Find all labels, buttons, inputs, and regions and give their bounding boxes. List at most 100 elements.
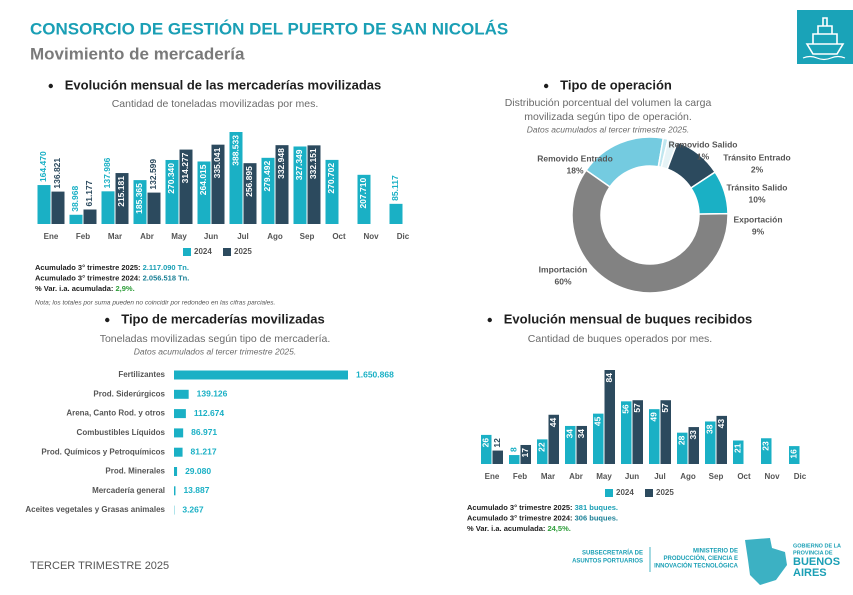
value-label: 57 — [660, 403, 670, 413]
x-tick-label: Oct — [332, 232, 346, 241]
x-tick-label: Jul — [237, 232, 249, 241]
summary-value: 306 buques. — [575, 513, 618, 522]
legend-label: 2025 — [656, 488, 674, 497]
page-title: CONSORCIO DE GESTIÓN DEL PUERTO DE SAN N… — [30, 19, 508, 38]
x-tick-label: Jun — [625, 472, 639, 481]
value-label: 38 — [705, 424, 715, 434]
x-tick-label: Dic — [397, 232, 410, 241]
bullet — [487, 317, 492, 323]
y-tick-label: Prod. Químicos y Petroquímicos — [41, 447, 165, 456]
bar — [174, 409, 186, 419]
bar — [174, 428, 184, 438]
bar — [576, 425, 587, 464]
summary-label: Acumulado 3° trimestre 2024: — [35, 273, 141, 282]
bar — [101, 191, 115, 224]
bar — [275, 145, 289, 224]
x-tick-label: Jun — [204, 232, 218, 241]
bar — [51, 191, 65, 224]
chart-title: Evolución mensual de buques recibidos — [504, 311, 753, 326]
bar — [261, 157, 275, 224]
y-tick-label: Combustibles Líquidos — [77, 428, 166, 437]
slice-label: Exportación — [733, 214, 782, 224]
bar — [174, 447, 183, 457]
logo-text: MINISTERIO DE — [693, 549, 738, 555]
chart-title: Evolución mensual de las mercaderías mov… — [65, 77, 381, 92]
value-label: 16 — [789, 449, 799, 459]
slice-value: 9% — [752, 226, 765, 236]
bar — [621, 401, 632, 464]
bar — [492, 450, 503, 464]
value-label: 17 — [520, 448, 530, 458]
value-label: 112.674 — [194, 408, 225, 418]
port-logo — [797, 10, 853, 64]
bar — [520, 444, 531, 464]
value-label: 132.599 — [148, 159, 158, 190]
value-label: 136.821 — [52, 158, 62, 189]
summary-label: % Var. i.a. acumulada: — [467, 524, 545, 533]
x-tick-label: May — [596, 472, 612, 481]
summary-note: Acumulado 3° trimestre 2024: 2.056.518 T… — [35, 273, 189, 282]
bar — [165, 159, 179, 224]
bar — [789, 446, 800, 464]
bar — [115, 173, 129, 224]
x-tick-label: Feb — [76, 232, 90, 241]
x-tick-label: Ene — [44, 232, 59, 241]
summary-label: Acumulado 3° trimestre 2025: — [35, 263, 141, 272]
bar — [307, 145, 321, 224]
value-label: 28 — [677, 435, 687, 445]
summary-value: 2.056.518 Tn. — [143, 273, 190, 282]
value-label: 332.151 — [308, 148, 318, 179]
summary-value: 24,5%. — [547, 524, 570, 533]
slice-value: 18% — [566, 165, 583, 175]
y-tick-label: Mercadería general — [92, 486, 165, 495]
slice-value: 60% — [554, 276, 571, 286]
value-label: 256.895 — [244, 166, 254, 197]
value-label: 44 — [548, 418, 558, 428]
value-label: 45 — [593, 416, 603, 426]
footer: TERCER TRIMESTRE 2025 — [30, 560, 169, 572]
logo-text: PROVINCIA DE — [793, 550, 833, 556]
x-tick-label: Abr — [569, 472, 583, 481]
bar — [133, 180, 147, 224]
slice-label: Tránsito Entrado — [723, 152, 791, 162]
value-label: 264.015 — [198, 164, 208, 195]
value-label: 23 — [761, 441, 771, 451]
legend-label: 2025 — [234, 247, 252, 256]
bar — [83, 209, 97, 224]
bar — [174, 370, 348, 380]
value-label: 332.948 — [276, 148, 286, 179]
bar — [733, 440, 744, 464]
bar — [649, 409, 660, 464]
bullet — [105, 317, 110, 323]
summary-note: Acumulado 3° trimestre 2024: 306 buques. — [467, 513, 618, 522]
x-tick-label: Feb — [513, 472, 527, 481]
chart-title: Tipo de operación — [560, 77, 672, 92]
value-label: 388.533 — [230, 135, 240, 166]
summary-label: Acumulado 3° trimestre 2025: — [467, 503, 573, 512]
value-label: 8 — [509, 447, 519, 452]
value-label: 207.710 — [358, 178, 368, 209]
x-tick-label: May — [171, 232, 187, 241]
chart-note: Datos acumulados al tercer trimestre 202… — [527, 124, 690, 134]
y-tick-label: Arena, Canto Rod. y otros — [66, 409, 165, 418]
value-label: 61.177 — [84, 180, 94, 206]
bar — [174, 467, 178, 476]
legend-swatch — [223, 248, 231, 256]
bar — [174, 486, 176, 496]
bar — [481, 434, 492, 464]
value-label: 85.117 — [390, 175, 400, 201]
bar — [604, 370, 615, 464]
logo-text: AIRES — [793, 567, 827, 579]
bar — [229, 132, 243, 224]
x-tick-label: Jul — [654, 472, 666, 481]
value-label: 314.277 — [180, 152, 190, 183]
bar — [509, 455, 520, 464]
logo-text: BUENOS — [793, 556, 840, 568]
bar — [211, 144, 225, 224]
slice-label: Importación — [539, 264, 588, 274]
bar — [243, 163, 257, 224]
summary-value: 381 buques. — [575, 503, 618, 512]
chart-subtitle: Distribución porcentual del volumen la c… — [505, 97, 712, 109]
bar — [677, 432, 688, 464]
value-label: 43 — [716, 419, 726, 429]
